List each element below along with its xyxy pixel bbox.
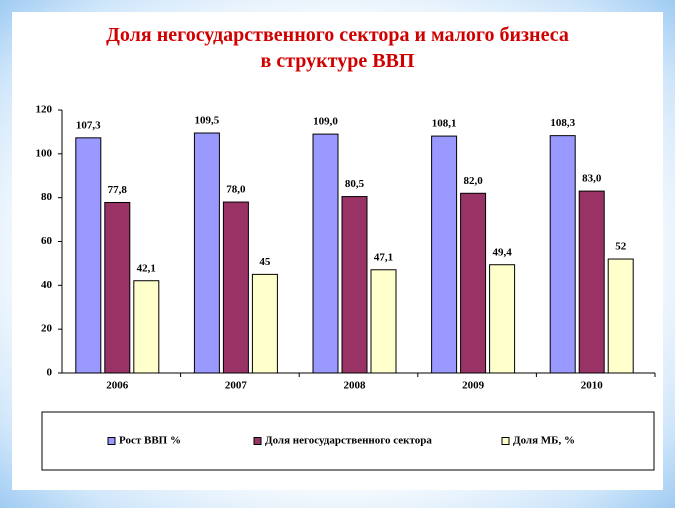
value-label: 109,0 — [313, 116, 338, 128]
y-tick-label: 100 — [36, 147, 53, 159]
x-tick-label: 2007 — [225, 380, 248, 392]
y-tick-label: 120 — [36, 104, 53, 116]
bar — [431, 135, 458, 374]
y-tick-label: 20 — [41, 323, 53, 335]
legend-label: Доля МБ, % — [513, 435, 575, 447]
value-label: 83,0 — [582, 173, 602, 185]
value-label: 45 — [259, 256, 271, 268]
bar — [460, 192, 487, 374]
bar — [607, 258, 634, 374]
value-label: 82,0 — [463, 175, 483, 187]
bar — [104, 201, 131, 374]
value-label: 109,5 — [195, 115, 220, 127]
bar — [370, 269, 397, 374]
value-label: 77,8 — [108, 184, 128, 196]
value-label: 47,1 — [374, 251, 393, 263]
bar — [549, 135, 576, 374]
y-tick-label: 40 — [41, 279, 53, 291]
value-label: 78,0 — [226, 184, 246, 196]
x-tick-label: 2009 — [462, 380, 485, 392]
legend-swatch — [253, 437, 262, 445]
legend-box — [41, 411, 655, 471]
bar — [193, 132, 220, 374]
legend-label: Рост ВВП % — [119, 435, 181, 447]
chart-title: Доля негосударственного сектора и малого… — [106, 24, 569, 72]
value-label: 49,4 — [492, 246, 512, 258]
bar — [489, 264, 516, 374]
x-tick-label: 2010 — [581, 380, 604, 392]
y-tick-label: 60 — [41, 235, 53, 247]
legend-swatch — [501, 437, 510, 445]
bar — [578, 190, 605, 374]
legend-label: Доля негосударственного сектора — [265, 435, 432, 447]
bar — [251, 273, 278, 374]
bar — [222, 201, 249, 374]
legend-swatch — [107, 437, 116, 445]
value-label: 52 — [615, 241, 627, 253]
value-label: 42,1 — [137, 262, 156, 274]
bar — [133, 280, 160, 374]
x-tick-label: 2006 — [106, 380, 129, 392]
bar — [75, 137, 102, 374]
y-tick-label: 80 — [41, 191, 53, 203]
bar — [341, 196, 368, 374]
bar — [312, 133, 339, 374]
value-label: 108,3 — [550, 117, 575, 129]
x-tick-label: 2008 — [344, 380, 367, 392]
value-label: 108,1 — [432, 118, 457, 130]
y-tick-label: 0 — [47, 367, 53, 379]
value-label: 107,3 — [76, 119, 101, 131]
value-label: 80,5 — [345, 178, 365, 190]
